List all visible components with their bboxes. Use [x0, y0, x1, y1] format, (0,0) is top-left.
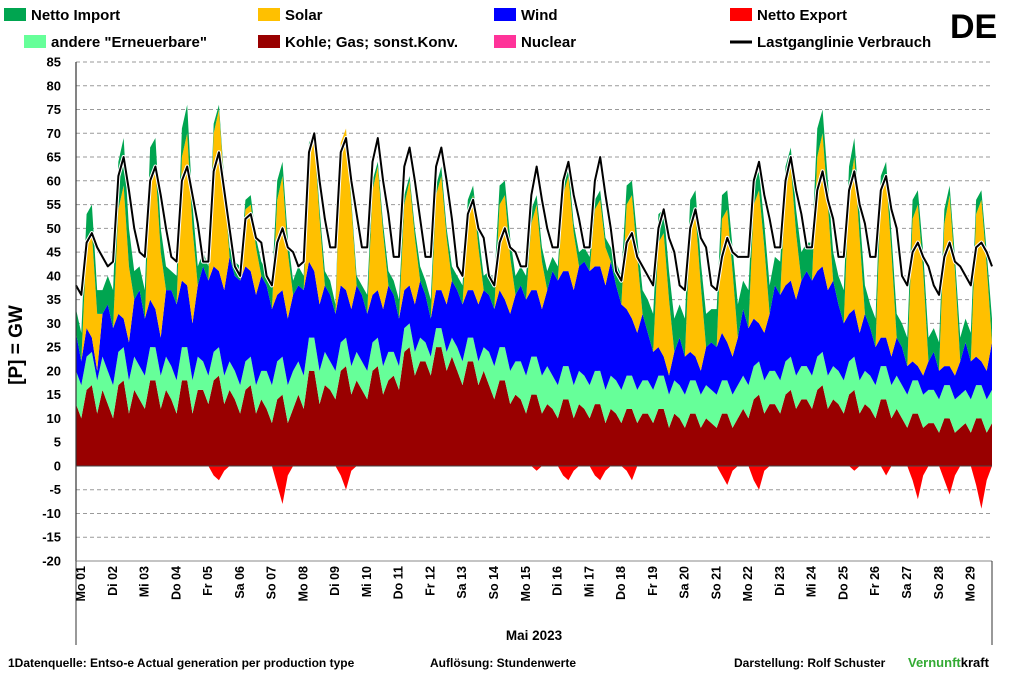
x-tick-label: Mi 03 — [138, 566, 152, 597]
area-renewables — [76, 323, 992, 433]
footer-author: Darstellung: Rolf Schuster — [734, 656, 886, 670]
y-tick-label: 55 — [47, 197, 61, 212]
x-tick-label: Mo 01 — [74, 566, 88, 601]
x-tick-label: Fr 19 — [646, 566, 660, 596]
y-tick-label: -10 — [42, 506, 61, 521]
legend-label-load: Lastganglinie Verbrauch — [757, 34, 931, 51]
x-tick-label: Sa 20 — [678, 566, 692, 599]
x-tick-label: So 21 — [709, 566, 723, 599]
legend-label-solar: Solar — [285, 7, 323, 24]
x-tick-label: Sa 06 — [233, 566, 247, 599]
legend-swatch-nuclear — [494, 35, 516, 48]
x-tick-label: So 28 — [932, 566, 946, 599]
x-tick-label: Do 04 — [169, 566, 183, 600]
x-tick-label: Di 09 — [328, 566, 342, 596]
load-line-series — [75, 132, 993, 296]
y-tick-labels: -20 -15 -10 -5 0 5 10 15 20 25 30 35 40 45 50 55 60 65 70 7… — [42, 55, 61, 569]
x-tick-label: Fr 05 — [201, 566, 215, 596]
y-tick-label: 50 — [47, 221, 61, 236]
y-tick-label: 0 — [54, 458, 61, 473]
y-tick-label: -20 — [42, 554, 61, 569]
x-tick-label: Mo 22 — [741, 566, 755, 601]
legend-swatch-fossil — [258, 35, 280, 48]
area-netto_export — [76, 465, 992, 509]
legend-label-netto_import: Netto Import — [31, 7, 120, 24]
y-tick-label: 65 — [47, 150, 61, 165]
area-fossil — [76, 347, 992, 466]
x-tick-label: Do 18 — [614, 566, 628, 600]
x-tick-label: Di 16 — [551, 566, 565, 596]
y-axis-label: [P] = GW — [6, 305, 27, 385]
y-tick-label: 20 — [47, 363, 61, 378]
stacked-areas — [76, 104, 992, 509]
brand-part2: kraft — [961, 655, 990, 670]
footer-resolution: Auflösung: Stundenwerte — [430, 656, 576, 670]
x-tick-label: Mi 17 — [582, 566, 596, 597]
y-tick-label: 70 — [47, 126, 61, 141]
x-tick-label: Mo 08 — [296, 566, 310, 601]
x-tick-label: Di 02 — [106, 566, 120, 596]
footer-brand: Vernunftkraft — [908, 655, 990, 670]
y-tick-label: 80 — [47, 78, 61, 93]
legend-swatch-renewables — [24, 35, 46, 48]
x-tick-labels: Mo 01 Di 02 Mi 03 Do 04 Fr 05 Sa 06 So 07 Mo 08… — [74, 566, 978, 601]
y-tick-label: -15 — [42, 530, 61, 545]
x-tick-label: Mo 15 — [519, 566, 533, 601]
legend: Netto Import Solar Wind Netto Export andere … — [4, 7, 931, 51]
y-tick-label: -5 — [49, 482, 61, 497]
y-tick-label: 30 — [47, 316, 61, 331]
x-tick-label: Do 11 — [392, 566, 406, 599]
x-tick-label: Mo 29 — [964, 566, 978, 601]
y-tick-label: 45 — [47, 245, 61, 260]
y-tick-label: 75 — [47, 102, 61, 117]
legend-label-netto_export: Netto Export — [757, 7, 847, 24]
area-wind — [76, 256, 992, 400]
axes — [75, 62, 993, 645]
x-tick-label: Fr 26 — [868, 566, 882, 596]
legend-swatch-wind — [494, 8, 516, 21]
x-axis-label: Mai 2023 — [506, 628, 563, 643]
area-solar — [76, 109, 992, 376]
x-tick-label: So 07 — [265, 566, 279, 599]
legend-label-renewables: andere "Erneuerbare" — [51, 34, 207, 51]
x-tick-label: Mi 24 — [805, 566, 819, 597]
y-tick-label: 35 — [47, 292, 61, 307]
legend-swatch-solar — [258, 8, 280, 21]
legend-label-nuclear: Nuclear — [521, 34, 576, 51]
brand-part1: Vernunft — [908, 655, 961, 670]
y-tick-label: 15 — [47, 387, 61, 402]
x-tick-label: Do 25 — [837, 566, 851, 600]
x-tick-label: Di 23 — [773, 566, 787, 596]
x-tick-label: Sa 27 — [900, 566, 914, 599]
y-tick-label: 60 — [47, 173, 61, 188]
x-tick-label: Fr 12 — [424, 566, 438, 596]
x-tick-label: Mi 10 — [360, 566, 374, 597]
y-tick-label: 85 — [47, 55, 61, 70]
y-tick-label: 25 — [47, 340, 61, 355]
y-tick-label: 40 — [47, 268, 61, 283]
y-tick-label: 5 — [54, 435, 61, 450]
legend-label-wind: Wind — [521, 7, 558, 24]
country-label: DE — [950, 8, 997, 46]
x-tick-label: Sa 13 — [455, 566, 469, 599]
legend-swatch-netto_import — [4, 8, 26, 21]
load-line — [74, 131, 994, 297]
x-tick-label: So 14 — [487, 566, 501, 599]
area-netto_import — [76, 104, 992, 371]
legend-label-fossil: Kohle; Gas; sonst.Konv. — [285, 34, 458, 51]
y-tick-label: 10 — [47, 411, 61, 426]
legend-swatch-netto_export — [730, 8, 752, 21]
footer-source: 1Datenquelle: Entso-e Actual generation … — [8, 656, 355, 670]
